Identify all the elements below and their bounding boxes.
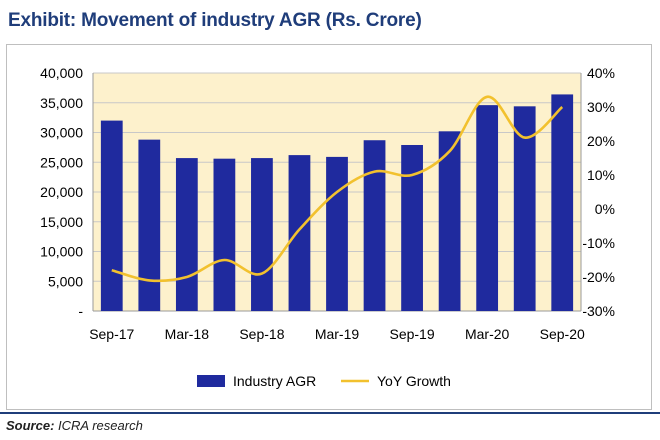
- source-divider: [0, 412, 660, 414]
- y-left-tick-label: 40,000: [40, 65, 83, 81]
- y-axis-left: - 5,000 10,000 15,000 20,000 25,000 30,000 35,0…: [40, 65, 83, 319]
- x-tick-label: Mar-19: [315, 326, 360, 342]
- bar-dec-18: [288, 155, 311, 311]
- x-tick-label: Sep-19: [389, 326, 434, 342]
- y-right-tick-label: -20%: [582, 269, 615, 285]
- legend-label-yoy-growth: YoY Growth: [377, 373, 451, 389]
- source-text: ICRA research: [58, 418, 143, 433]
- exhibit-title: Exhibit: Movement of industry AGR (Rs. C…: [8, 10, 422, 31]
- yoy-growth-line: [111, 95, 564, 283]
- bar-jun-19: [363, 140, 386, 311]
- legend-label-industry-agr: Industry AGR: [233, 373, 316, 389]
- y-axis-right: -30% -20% -10% 0% 10% 20% 30% 40%: [582, 65, 615, 319]
- agr-chart: - 5,000 10,000 15,000 20,000 25,000 30,000 35,0…: [40, 65, 615, 389]
- source-note: Source: ICRA research: [6, 418, 143, 433]
- bar-mar-19: [326, 156, 348, 311]
- bar-dec-17: [138, 139, 161, 311]
- bar-sep-17: [100, 120, 123, 311]
- bar-mar-18: [175, 158, 198, 311]
- y-left-tick-label: 10,000: [40, 244, 83, 260]
- bar-sep-19: [401, 144, 423, 311]
- legend-swatch-industry-agr: [197, 375, 225, 387]
- y-right-tick-label: -10%: [582, 235, 615, 251]
- y-left-tick-label: 25,000: [40, 154, 83, 170]
- bar-dec-19: [438, 131, 461, 311]
- y-left-tick-label: 35,000: [40, 95, 83, 111]
- source-label: Source:: [6, 418, 55, 433]
- bar-jun-18: [213, 158, 236, 311]
- y-right-tick-label: 40%: [587, 65, 615, 81]
- bar-mar-20: [476, 105, 499, 311]
- y-right-tick-label: 20%: [587, 133, 615, 149]
- y-right-tick-label: -30%: [582, 303, 615, 319]
- bar-sep-20: [551, 94, 574, 311]
- x-tick-label: Sep-20: [540, 326, 585, 342]
- bar-sep-18: [251, 158, 273, 311]
- y-right-tick-label: 0%: [595, 201, 615, 217]
- y-left-tick-label: 20,000: [40, 184, 83, 200]
- y-left-tick-label: 5,000: [48, 273, 83, 289]
- x-tick-label: Mar-18: [165, 326, 210, 342]
- line-series-yoy-growth: [111, 95, 564, 283]
- legend: Industry AGR YoY Growth: [197, 373, 451, 389]
- y-right-tick-label: 10%: [587, 167, 615, 183]
- y-left-tick-label: -: [78, 303, 83, 319]
- y-left-tick-label: 30,000: [40, 125, 83, 141]
- y-left-tick-label: 15,000: [40, 214, 83, 230]
- bar-jun-20: [513, 106, 536, 311]
- x-axis: Sep-17 Mar-18 Sep-18 Mar-19 Sep-19 Mar-20 Sep-…: [89, 326, 585, 342]
- x-tick-label: Mar-20: [465, 326, 510, 342]
- chart-frame: - 5,000 10,000 15,000 20,000 25,000 30,000 35,0…: [6, 44, 652, 410]
- y-right-tick-label: 30%: [587, 99, 615, 115]
- x-tick-label: Sep-18: [239, 326, 284, 342]
- x-tick-label: Sep-17: [89, 326, 134, 342]
